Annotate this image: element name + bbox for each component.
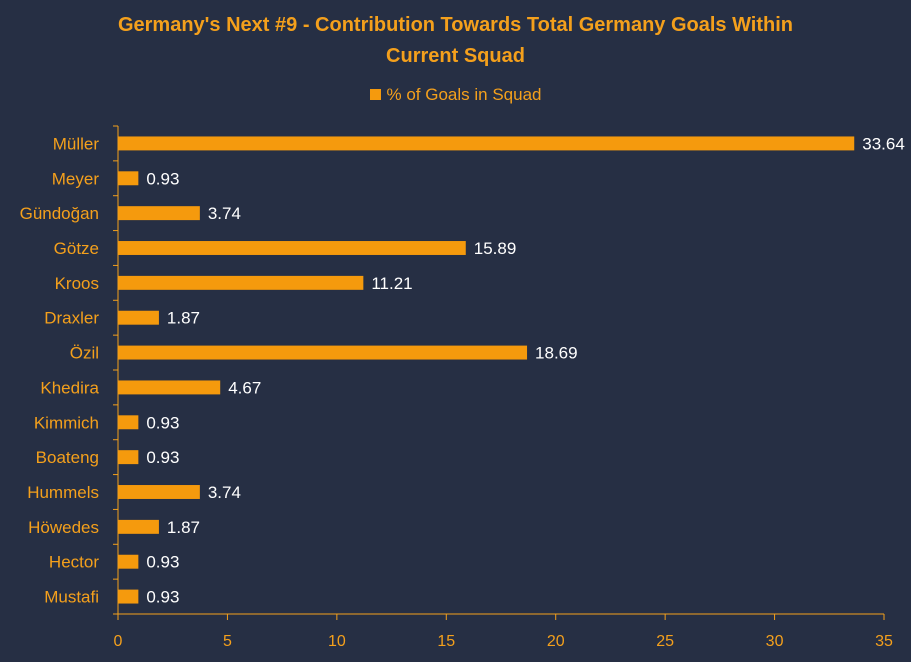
category-label-10: Hummels [27,483,99,502]
data-label-9: 0.93 [146,448,179,467]
bar-2 [118,206,200,221]
legend-swatch [369,89,381,100]
x-tick-label-6: 30 [766,633,784,650]
bar-5 [118,310,159,325]
data-label-12: 0.93 [146,553,179,572]
data-label-0: 33.64 [862,134,905,153]
bar-7 [118,380,221,395]
data-label-3: 15.89 [474,239,517,258]
bar-11 [118,519,159,534]
bar-8 [118,415,139,430]
category-label-7: Khedira [40,378,99,397]
category-label-6: Özil [70,344,99,363]
chart-title: Germany's Next #9 - Contribution Towards… [0,10,911,72]
category-label-4: Kroos [55,274,99,293]
data-label-10: 3.74 [208,483,241,502]
bar-10 [118,485,200,499]
data-label-2: 3.74 [208,204,241,223]
bar-13 [118,589,139,604]
category-label-1: Meyer [52,169,100,188]
bar-6 [118,345,528,360]
data-label-8: 0.93 [146,413,179,432]
chart-title-line-2: Current Squad [386,45,525,67]
bar-4 [118,275,364,290]
x-tick-label-3: 15 [437,633,455,650]
category-label-0: Müller [53,134,100,153]
bar-12 [118,554,139,569]
data-label-4: 11.21 [371,274,412,293]
chart-legend: % of Goals in Squad [0,84,911,106]
category-label-13: Mustafi [44,588,99,607]
x-tick-label-5: 25 [656,633,674,650]
data-label-5: 1.87 [167,309,200,328]
bar-9 [118,450,139,465]
legend-label: % of Goals in Squad [386,85,542,104]
category-label-12: Hector [49,553,99,572]
category-label-2: Gündoğan [20,204,99,223]
x-tick-label-0: 0 [114,633,123,650]
data-label-13: 0.93 [146,588,179,607]
x-tick-label-4: 20 [547,633,565,650]
x-tick-label-2: 10 [328,633,346,650]
category-label-5: Draxler [44,309,99,328]
data-label-6: 18.69 [535,344,578,363]
category-label-9: Boateng [36,448,99,467]
category-label-11: Höwedes [28,518,99,537]
category-label-3: Götze [54,239,99,258]
bar-0 [118,136,855,151]
x-tick-label-1: 5 [223,633,232,650]
chart-title-line-1: Germany's Next #9 - Contribution Towards… [117,14,794,36]
category-label-8: Kimmich [34,413,99,432]
data-label-7: 4.67 [228,378,261,397]
data-label-11: 1.87 [167,518,200,537]
data-label-1: 0.93 [146,169,179,188]
x-tick-label-7: 35 [875,633,893,650]
bar-3 [118,241,466,255]
bar-1 [118,171,139,186]
